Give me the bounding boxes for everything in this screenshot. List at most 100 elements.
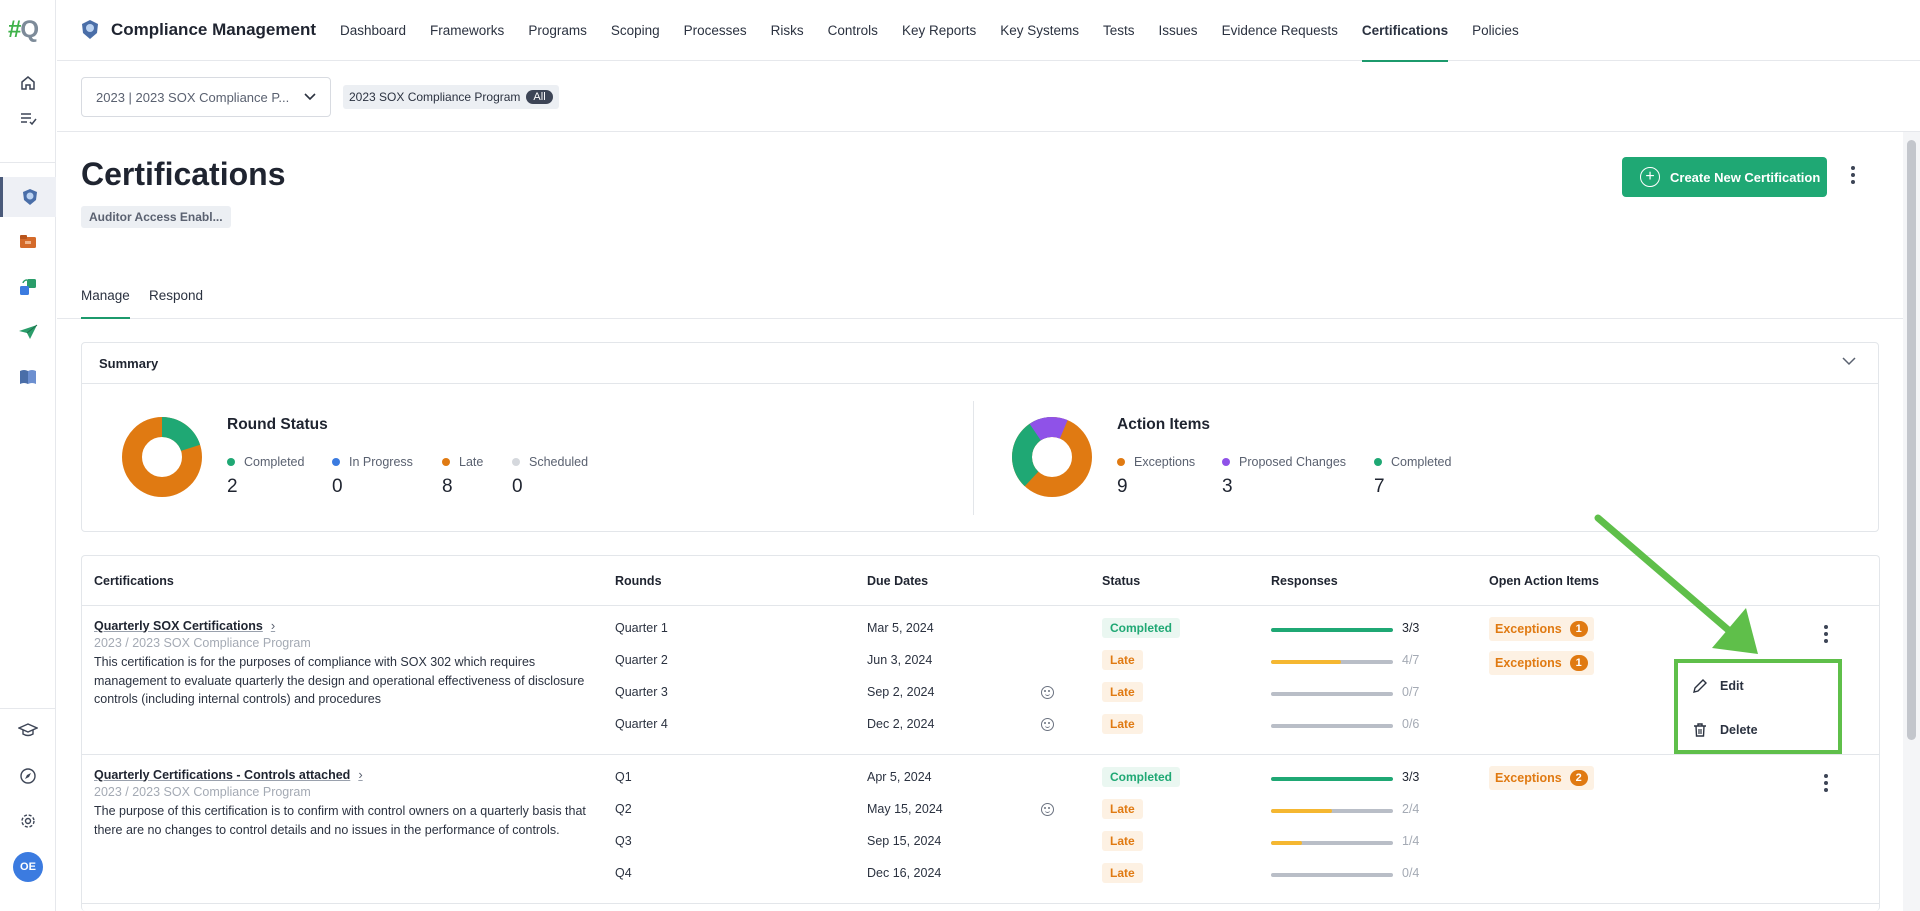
response-count: 1/4 (1402, 834, 1420, 848)
cert-title-link[interactable]: Quarterly Certifications - Controls atta… (94, 767, 363, 782)
col-rounds[interactable]: Rounds (615, 574, 662, 588)
menu-item-edit[interactable]: Edit (1692, 678, 1744, 694)
round-status-title: Round Status (227, 416, 328, 433)
auditor-access-badge: Auditor Access Enabl... (81, 206, 231, 228)
exceptions-badge[interactable]: Exceptions 2 (1489, 766, 1594, 790)
nav-risks[interactable]: Risks (770, 22, 804, 38)
legend-proposed-changes: Proposed Changes 3 (1222, 455, 1347, 497)
top-nav: Compliance Management Dashboard Framework… (57, 0, 1920, 62)
status-badge: Late (1102, 831, 1143, 851)
folder-icon[interactable] (0, 222, 56, 262)
graduation-cap-icon[interactable] (0, 710, 56, 750)
program-chip[interactable]: 2023 SOX Compliance Program All (343, 85, 559, 109)
row-more-icon[interactable] (1816, 771, 1836, 795)
chevron-down-icon[interactable] (1842, 357, 1856, 366)
row-more-icon[interactable] (1816, 622, 1836, 646)
exceptions-badge[interactable]: Exceptions 1 (1489, 651, 1594, 675)
response-progress-bar (1271, 809, 1393, 813)
round-name[interactable]: Q2 (615, 802, 632, 816)
round-name[interactable]: Q1 (615, 770, 632, 784)
tab-respond[interactable]: Respond (149, 288, 204, 303)
summary-header[interactable]: Summary (82, 343, 1878, 384)
nav-key-systems[interactable]: Key Systems (1000, 22, 1080, 38)
nav-policies[interactable]: Policies (1472, 22, 1519, 38)
annotation-arrow-icon (1594, 514, 1758, 654)
round-name[interactable]: Q3 (615, 834, 632, 848)
reminder-face-icon[interactable] (1041, 803, 1054, 816)
round-name[interactable]: Q4 (615, 866, 632, 880)
create-certification-button[interactable]: + Create New Certification (1622, 157, 1827, 197)
nav-tests[interactable]: Tests (1103, 22, 1135, 38)
round-name[interactable]: Quarter 1 (615, 621, 668, 635)
task-list-icon[interactable] (0, 98, 56, 138)
nav-frameworks[interactable]: Frameworks (430, 22, 505, 38)
page-more-icon[interactable] (1843, 163, 1863, 187)
page-title: Certifications (81, 156, 286, 192)
summary-title: Summary (99, 355, 159, 371)
nav-key-reports[interactable]: Key Reports (901, 22, 977, 38)
legend-late: Late 8 (442, 455, 484, 497)
action-items-legend: Exceptions 9 Proposed Changes 3 Complete… (1117, 454, 1474, 498)
nav-scoping[interactable]: Scoping (610, 22, 660, 38)
due-date: Sep 2, 2024 (867, 685, 935, 699)
program-select-value: 2023 | 2023 SOX Compliance P... (96, 89, 290, 105)
cert-program: 2023 / 2023 SOX Compliance Program (94, 785, 311, 799)
nav-programs[interactable]: Programs (528, 22, 587, 38)
status-badge: Late (1102, 799, 1143, 819)
due-date: Sep 15, 2024 (867, 834, 942, 848)
status-badge: Late (1102, 863, 1143, 883)
col-responses[interactable]: Responses (1271, 574, 1338, 588)
col-certifications[interactable]: Certifications (94, 574, 174, 588)
col-status[interactable]: Status (1102, 574, 1141, 588)
cert-title-link[interactable]: Quarterly SOX Certifications › (94, 618, 276, 633)
shield-badge-icon[interactable] (0, 177, 56, 217)
reminder-face-icon[interactable] (1041, 686, 1054, 699)
response-progress-bar (1271, 873, 1393, 877)
response-count: 0/6 (1402, 717, 1420, 731)
compass-icon[interactable] (0, 756, 56, 796)
page-scrollbar-thumb[interactable] (1907, 140, 1916, 740)
nav-dashboard[interactable]: Dashboard (340, 22, 407, 38)
program-chip-label: 2023 SOX Compliance Program (349, 90, 521, 104)
round-name[interactable]: Quarter 3 (615, 685, 668, 699)
nav-evidence-requests[interactable]: Evidence Requests (1221, 22, 1338, 38)
gear-icon[interactable] (0, 801, 56, 841)
home-icon[interactable] (0, 63, 56, 103)
legend-scheduled: Scheduled 0 (512, 455, 589, 497)
col-due-dates[interactable]: Due Dates (867, 574, 929, 588)
due-date: Dec 2, 2024 (867, 717, 935, 731)
chevron-right-icon: › (270, 618, 276, 633)
action-items-donut (1012, 417, 1092, 497)
book-icon[interactable] (0, 357, 56, 397)
round-name[interactable]: Quarter 4 (615, 717, 668, 731)
left-rail: #Q OE (0, 0, 56, 911)
nav-controls[interactable]: Controls (827, 22, 878, 38)
exceptions-badge[interactable]: Exceptions 1 (1489, 617, 1594, 641)
legend-completed: Completed 2 (227, 455, 305, 497)
app-title: Compliance Management (111, 20, 316, 39)
status-badge: Late (1102, 682, 1143, 702)
program-select[interactable]: 2023 | 2023 SOX Compliance P... (81, 77, 331, 117)
nav-issues[interactable]: Issues (1158, 22, 1198, 38)
nav-processes[interactable]: Processes (683, 22, 747, 38)
create-certification-label: Create New Certification (1670, 169, 1821, 185)
brand[interactable]: Compliance Management (79, 18, 316, 42)
user-avatar[interactable]: OE (13, 852, 43, 882)
chevron-down-icon (304, 93, 316, 101)
reminder-face-icon[interactable] (1041, 718, 1054, 731)
nav-certifications[interactable]: Certifications (1350, 0, 1460, 62)
due-date: Apr 5, 2024 (867, 770, 932, 784)
plus-circle-icon: + (1640, 167, 1660, 187)
response-progress-bar (1271, 724, 1393, 728)
tab-manage[interactable]: Manage (81, 288, 130, 319)
response-progress-bar (1271, 777, 1393, 781)
menu-item-delete[interactable]: Delete (1692, 722, 1758, 738)
col-open-action-items[interactable]: Open Action Items (1489, 574, 1599, 588)
row-action-menu: Edit Delete (1674, 659, 1842, 754)
sync-boxes-icon[interactable] (0, 267, 56, 307)
round-name[interactable]: Quarter 2 (615, 653, 668, 667)
cert-description: This certification is for the purposes o… (94, 655, 585, 706)
send-icon[interactable] (0, 312, 56, 352)
app-logo[interactable]: #Q (8, 16, 39, 43)
